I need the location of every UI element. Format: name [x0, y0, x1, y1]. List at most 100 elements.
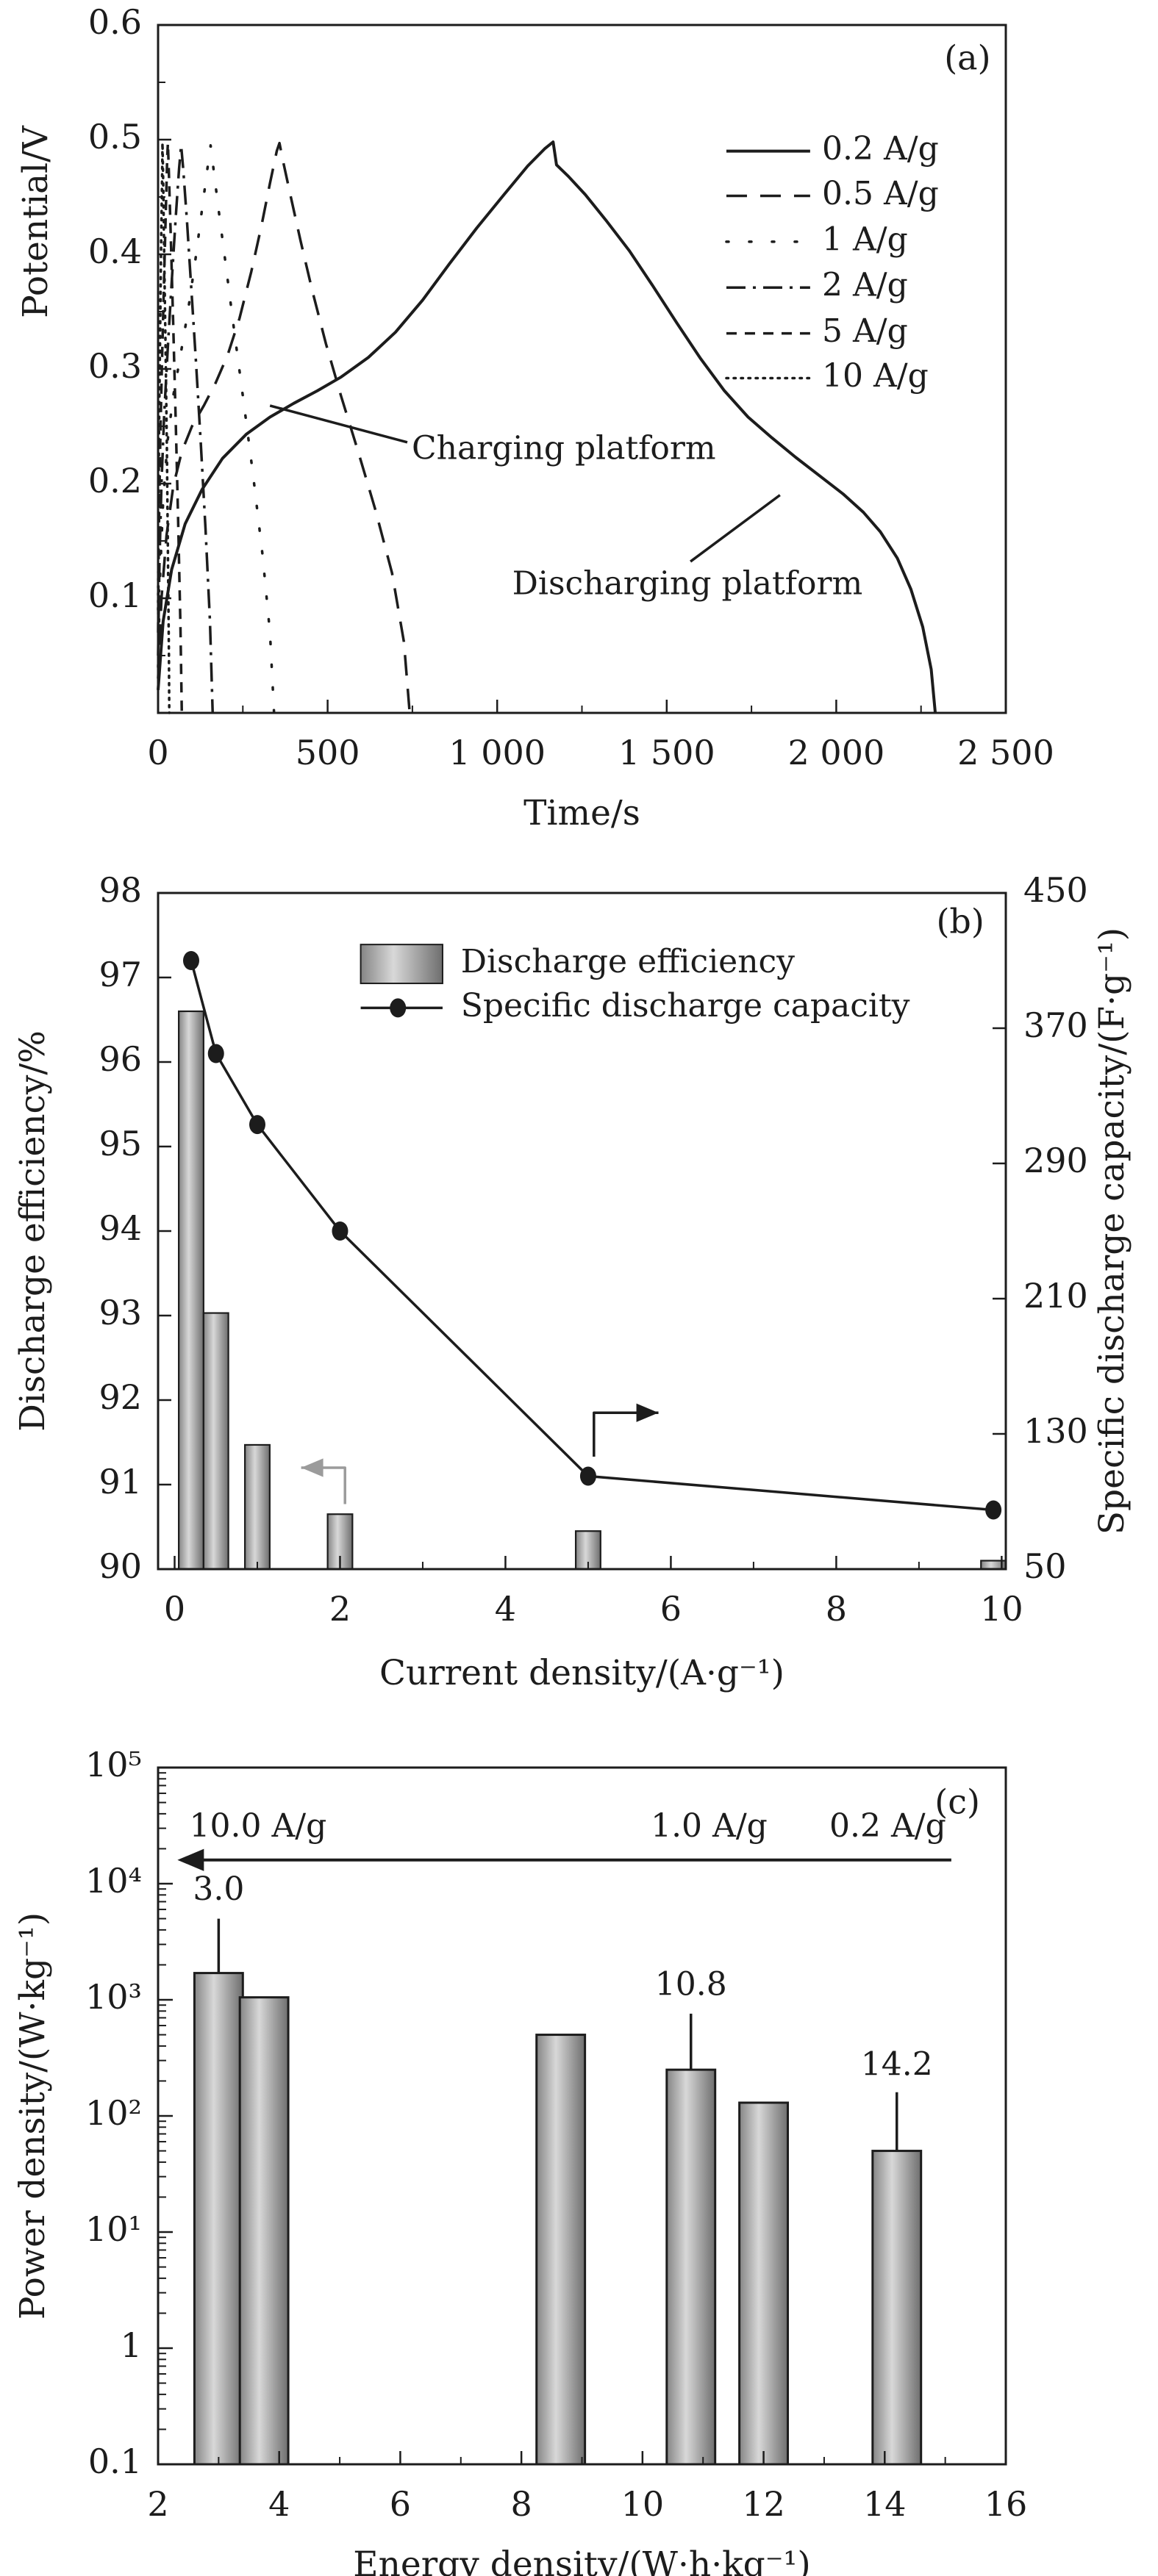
legend-label: 5 A/g — [822, 312, 908, 350]
panel-label: (a) — [944, 37, 990, 77]
series-10-A-g — [157, 141, 171, 714]
value-label: 14.2 — [861, 2046, 933, 2084]
x-tick-label: 8 — [511, 2484, 532, 2524]
capacity-dot — [985, 1500, 1002, 1520]
legend-bar-swatch — [360, 944, 443, 985]
series-5-A-g — [157, 141, 184, 714]
panel-label: (b) — [936, 902, 984, 941]
panel-c-ragone-bar-chart: 2 4 6 8 10 12 14 16 0.1 1 10¹ 10² 10³ 10⁴ 10⁵ Energy de… — [12, 1745, 1028, 2576]
arrowhead — [177, 1848, 204, 1871]
efficiency-bar — [178, 1010, 204, 1571]
y-left-tick-label: 97 — [99, 955, 142, 994]
y-tick-label: 10⁵ — [85, 1745, 142, 1784]
y-tick-label: 0.6 — [88, 2, 142, 42]
panel-b-efficiency-capacity-chart: 0 2 4 6 8 10 90 91 92 93 94 95 96 97 98 50 130 210 290 370 4… — [12, 870, 1132, 1693]
rate-label: 10.0 A/g — [190, 1807, 327, 1845]
annotation-text: Discharging platform — [512, 564, 863, 602]
y-tick-label: 0.1 — [88, 2442, 142, 2481]
power-density-bar — [238, 1996, 290, 2466]
series-1-A-g — [157, 144, 276, 714]
power-density-bar — [193, 1972, 244, 2466]
x-axis-label: Time/s — [523, 793, 640, 833]
y-right-tick-label: 370 — [1023, 1005, 1088, 1045]
y-axis-label: Potential/V — [15, 125, 56, 318]
y-left-tick-label: 98 — [99, 870, 142, 910]
x-tick-label: 10 — [980, 1589, 1023, 1629]
x-tick-label: 16 — [984, 2484, 1028, 2524]
series-0-5-A-g — [157, 141, 411, 714]
x-tick-label: 1 500 — [618, 733, 715, 772]
y-tick-label: 0.1 — [88, 575, 142, 615]
y-tick-label: 10⁴ — [85, 1861, 142, 1901]
y-right-tick-label: 450 — [1023, 870, 1088, 910]
y-right-tick-label: 210 — [1023, 1276, 1088, 1316]
x-tick-label: 2 500 — [957, 733, 1054, 772]
power-density-bar — [871, 2150, 923, 2466]
callout-line — [690, 494, 781, 563]
power-density-bar — [535, 2034, 587, 2466]
x-tick-label: 12 — [742, 2484, 785, 2524]
callout-line — [269, 404, 408, 444]
efficiency-bar — [244, 1443, 271, 1571]
x-tick-label: 4 — [268, 2484, 290, 2524]
capacity-dot — [182, 951, 199, 970]
legend-dot — [390, 998, 407, 1018]
rate-label: 0.2 A/g — [829, 1807, 946, 1845]
x-tick-label: 500 — [296, 733, 360, 772]
y-left-tick-label: 94 — [99, 1208, 142, 1248]
y-tick-label: 0.4 — [88, 232, 142, 271]
y-tick-label: 10¹ — [85, 2209, 142, 2249]
legend-label: 10 A/g — [822, 357, 929, 395]
power-density-bar — [738, 2101, 790, 2466]
x-tick-label: 2 — [147, 2484, 168, 2524]
y-axis-label: Power density/(W·kg⁻¹) — [12, 1912, 53, 2320]
capacity-dot — [579, 1466, 596, 1486]
x-tick-label: 2 — [329, 1589, 351, 1629]
x-tick-label: 4 — [495, 1589, 516, 1629]
x-tick-label: 1 000 — [448, 733, 546, 772]
x-tick-label: 2 000 — [788, 733, 885, 772]
y-tick-label: 0.2 — [88, 461, 142, 501]
capacity-dot — [207, 1044, 224, 1063]
legend-label: 0.5 A/g — [822, 175, 939, 212]
y-right-tick-label: 130 — [1023, 1411, 1088, 1451]
y-tick-label: 1 — [121, 2325, 142, 2365]
capacity-dot — [332, 1221, 349, 1241]
y-left-tick-label: 96 — [99, 1039, 142, 1079]
y-left-axis-label: Discharge efficiency/% — [12, 1030, 53, 1432]
y-tick-label: 10³ — [85, 1977, 142, 2017]
legend-label: 1 A/g — [822, 220, 908, 258]
arrowhead — [301, 1458, 324, 1477]
arrowhead — [636, 1403, 659, 1422]
y-left-tick-label: 91 — [99, 1462, 142, 1502]
legend-label: Discharge efficiency — [461, 943, 795, 980]
capacity-dot — [249, 1115, 265, 1135]
y-left-tick-label: 90 — [99, 1546, 142, 1586]
y-right-axis-label: Specific discharge capacity/(F·g⁻¹) — [1092, 928, 1132, 1535]
power-density-bar — [665, 2068, 717, 2466]
y-left-tick-label: 92 — [99, 1377, 142, 1417]
x-tick-label: 0 — [164, 1589, 185, 1629]
x-tick-label: 0 — [147, 733, 168, 772]
x-tick-label: 14 — [863, 2484, 907, 2524]
y-tick-label: 0.3 — [88, 346, 142, 386]
x-tick-label: 6 — [390, 2484, 411, 2524]
series-0-2-A-g — [157, 140, 937, 714]
panel-label: (c) — [934, 1782, 980, 1821]
capacity-line — [190, 960, 994, 1512]
rate-label: 1.0 A/g — [651, 1807, 768, 1845]
legend-label: Specific discharge capacity — [461, 987, 910, 1025]
efficiency-bar — [202, 1312, 229, 1571]
y-right-tick-label: 290 — [1023, 1141, 1088, 1180]
right-axis-pointer-arrow — [593, 1411, 659, 1457]
legend-label: 0.2 A/g — [822, 130, 939, 168]
y-right-tick-label: 50 — [1023, 1546, 1067, 1586]
annotation-text: Charging platform — [412, 429, 716, 467]
x-tick-label: 8 — [826, 1589, 847, 1629]
y-tick-label: 0.5 — [88, 117, 142, 157]
value-label: 10.8 — [655, 1965, 727, 2003]
panel-a-charge-discharge-curves-chart: 0 500 1 000 1 500 2 000 2 500 0.1 0.2 0.3 0.4 0.5 0… — [15, 2, 1054, 833]
y-left-tick-label: 93 — [99, 1293, 142, 1332]
series-2-A-g — [157, 144, 215, 714]
